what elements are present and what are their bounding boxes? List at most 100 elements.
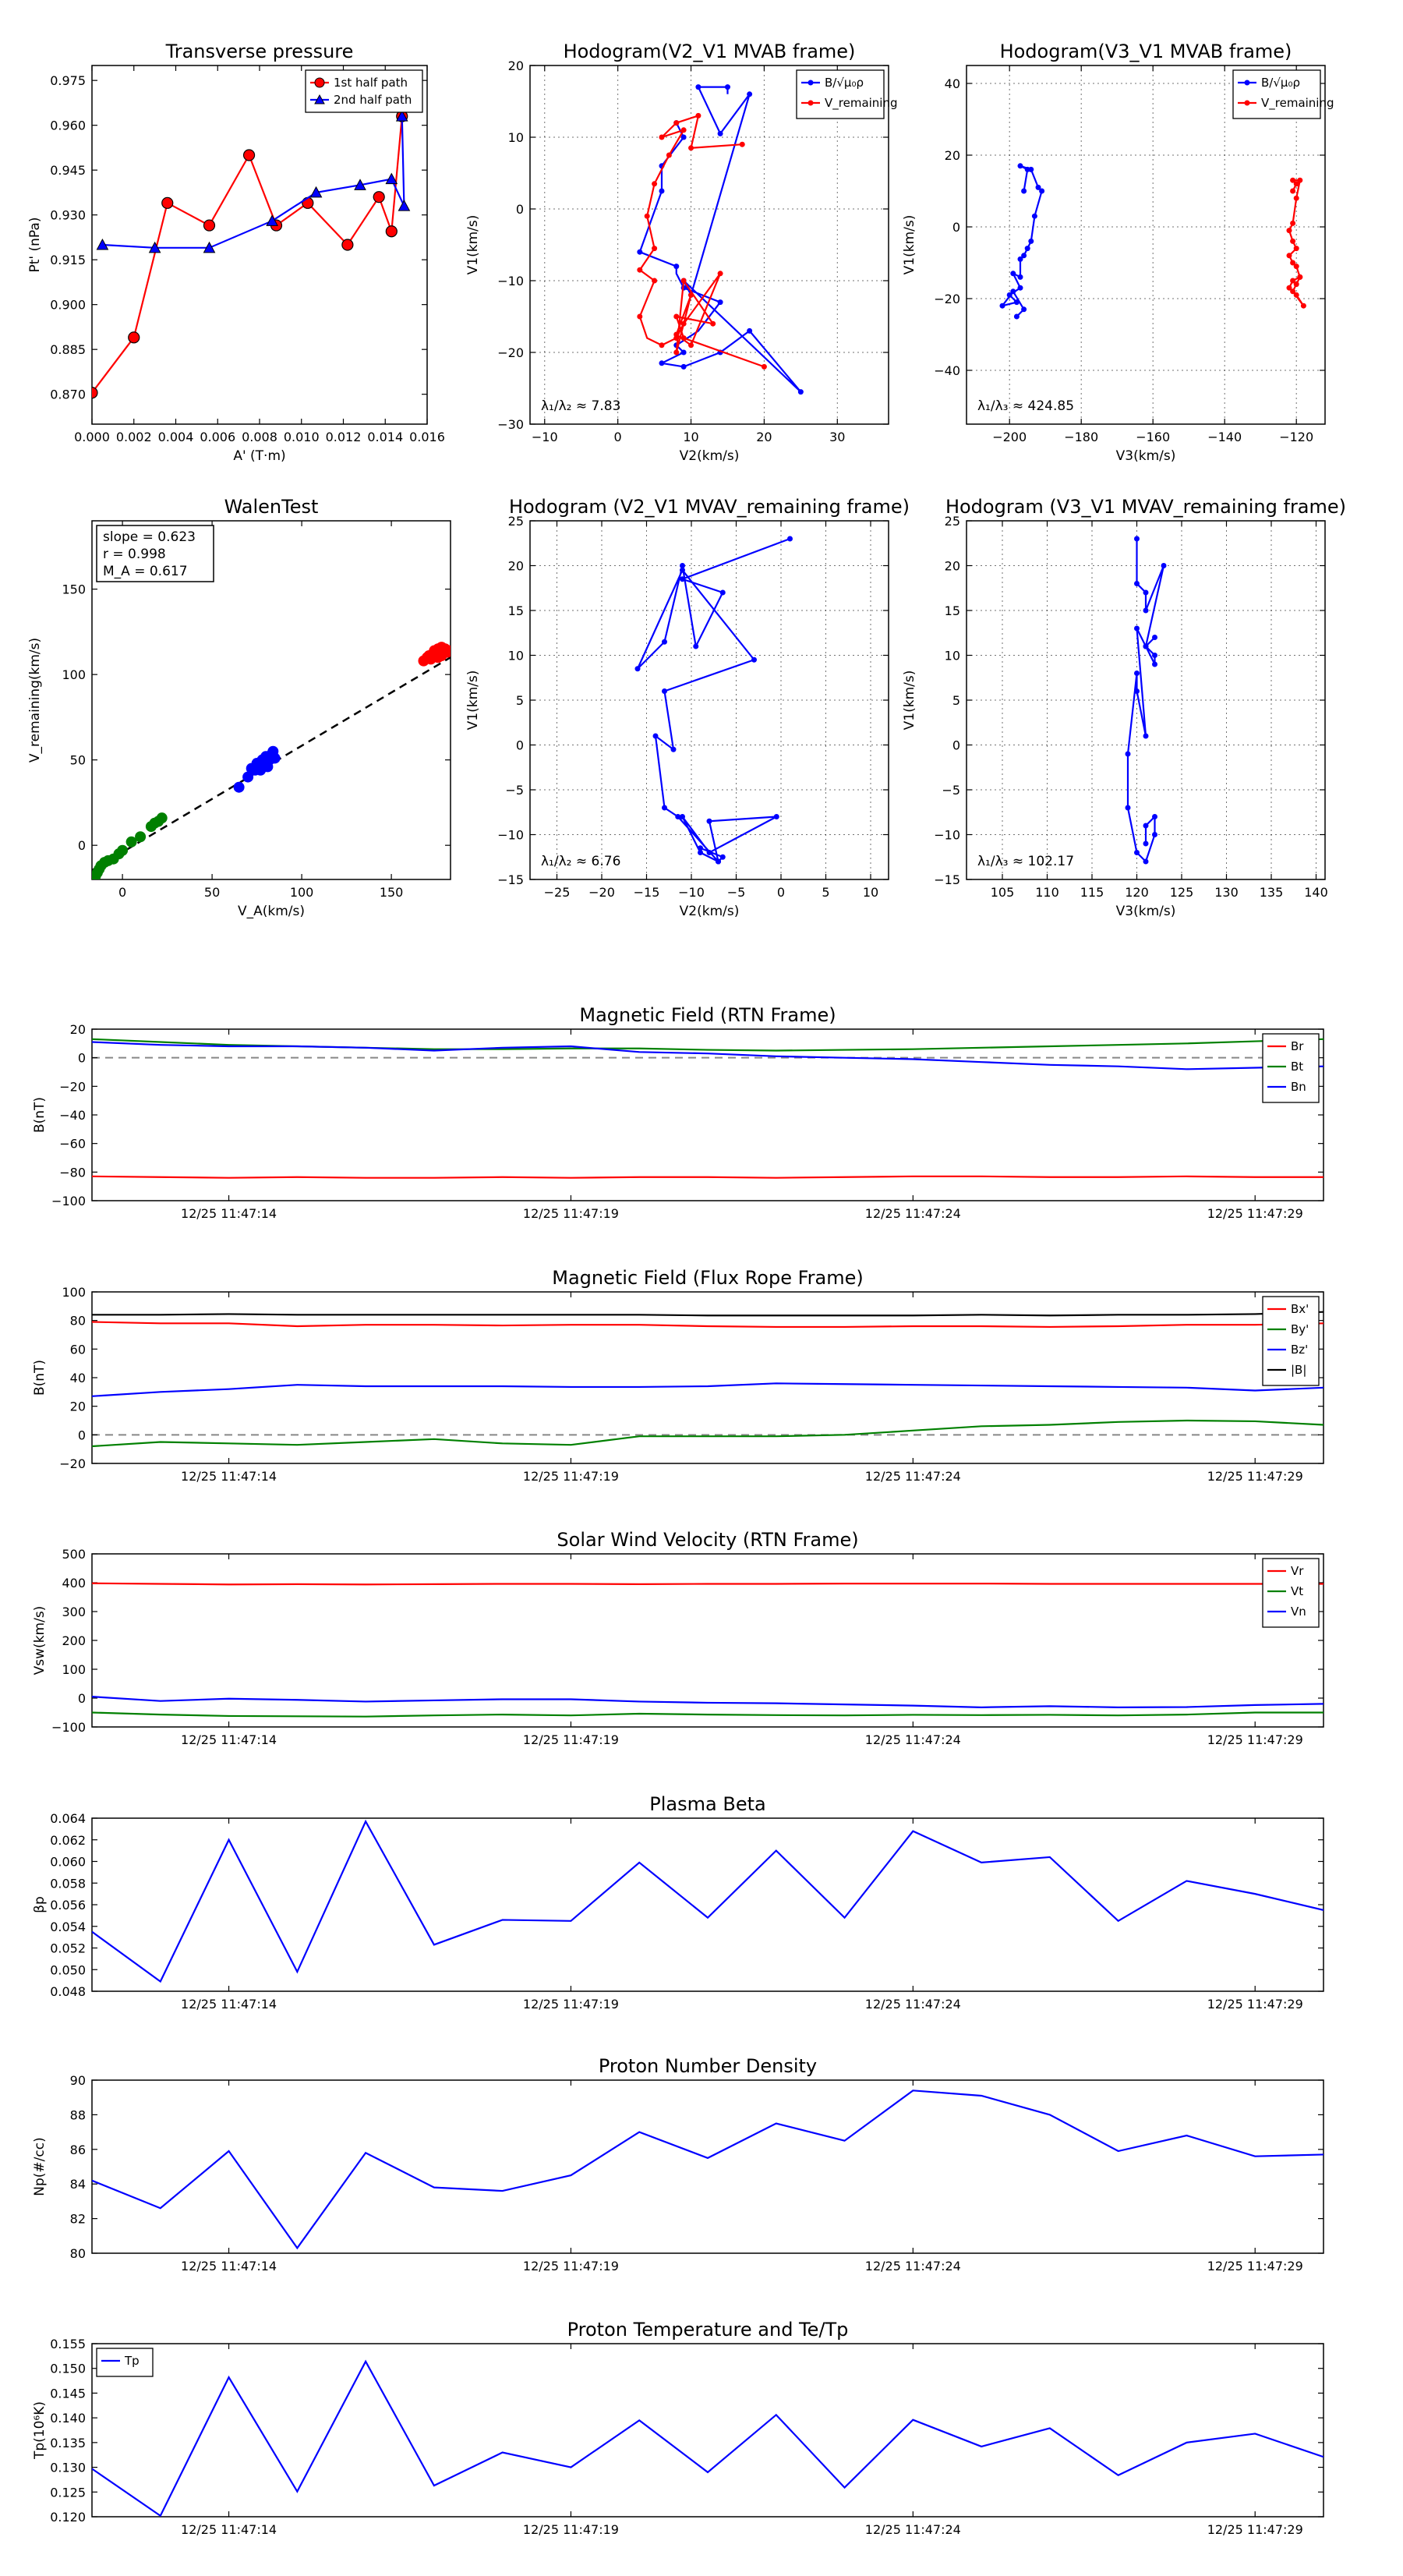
- x-tick-label: 12/25 11:47:29: [1207, 1997, 1303, 2012]
- x-tick-label: 12/25 11:47:14: [181, 1732, 277, 1747]
- y-tick-label: 15: [508, 603, 524, 618]
- x-tick-label: 5: [822, 885, 829, 900]
- x-tick-label: 0: [777, 885, 785, 900]
- data-point: [125, 836, 137, 847]
- data-point: [1134, 688, 1140, 694]
- y-tick-label: 20: [70, 1399, 86, 1414]
- y-tick-label: 80: [70, 1314, 86, 1329]
- x-tick-label: 12/25 11:47:29: [1207, 1469, 1303, 1484]
- y-tick-label: 20: [70, 1022, 86, 1037]
- stats-line: M_A = 0.617: [103, 564, 188, 579]
- legend-label: Bz': [1291, 1343, 1308, 1357]
- data-point: [1021, 188, 1027, 194]
- y-tick-label: −20: [59, 1079, 86, 1094]
- x-tick-label: −120: [1279, 430, 1313, 444]
- y-axis-label: V1(km/s): [902, 671, 917, 731]
- x-tick-label: 50: [204, 885, 220, 900]
- legend-box: [1232, 69, 1321, 119]
- data-point: [117, 844, 129, 856]
- chart-beta: 12/25 11:47:14 12/25 11:47:19 12/25 11:47:…: [32, 1793, 1324, 2012]
- data-point: [266, 214, 278, 226]
- data-point: [135, 831, 147, 843]
- legend-marker: [314, 77, 325, 88]
- data-point: [1290, 278, 1296, 284]
- data-point: [751, 656, 757, 663]
- data-point: [1021, 306, 1027, 313]
- y-tick-label: −30: [497, 417, 524, 432]
- x-tick-label: −160: [1136, 430, 1170, 444]
- chart-title: Proton Number Density: [599, 2055, 817, 2077]
- x-tick-label: −140: [1207, 430, 1242, 444]
- data-point: [680, 127, 687, 133]
- chart-title: Hodogram(V2_V1 MVAB frame): [564, 41, 856, 62]
- data-point: [662, 688, 667, 694]
- x-tick-label: 12/25 11:47:24: [865, 1732, 961, 1747]
- data-layer: [92, 1038, 1323, 1179]
- legend-label: B/√μ₀ρ: [1261, 76, 1300, 90]
- y-tick-label: 0: [78, 1428, 86, 1442]
- y-tick-label: 0.945: [50, 163, 86, 178]
- data-point: [309, 186, 323, 198]
- legend-label: Bn: [1291, 1080, 1306, 1094]
- y-tick-label: 0.050: [50, 1962, 86, 1977]
- data-point: [706, 850, 712, 855]
- data-point: [680, 814, 685, 819]
- data-point: [1293, 281, 1299, 288]
- data-point: [706, 818, 712, 824]
- data-layer: [92, 1311, 1323, 1448]
- y-tick-label: −20: [934, 292, 960, 306]
- data-point: [773, 814, 779, 819]
- series-bz--line: [92, 1382, 1323, 1397]
- data-point: [1152, 661, 1157, 667]
- data-point: [634, 666, 641, 672]
- y-tick-label: −100: [51, 1194, 86, 1208]
- y-tick-label: 40: [945, 76, 960, 91]
- y-tick-label: 60: [70, 1342, 86, 1357]
- y-tick-label: 10: [945, 649, 960, 663]
- y-tick-label: 100: [62, 667, 86, 682]
- data-point: [680, 567, 685, 573]
- legend-marker: [808, 100, 814, 106]
- x-tick-label: 125: [1170, 885, 1194, 900]
- x-tick-label: 100: [290, 885, 314, 900]
- x-tick-label: 12/25 11:47:19: [523, 2522, 619, 2537]
- legend: B/√μ₀ρ V_remaining: [1232, 69, 1334, 119]
- data-point: [719, 589, 726, 596]
- data-point: [1125, 805, 1131, 811]
- y-tick-label: 0: [952, 220, 960, 235]
- series-bn-line: [92, 1041, 1323, 1070]
- data-point: [652, 246, 658, 252]
- y-tick-label: 0: [78, 1691, 86, 1706]
- data-point: [203, 219, 216, 232]
- data-point: [1010, 288, 1016, 295]
- data-point: [385, 172, 398, 185]
- data-point: [1143, 858, 1149, 865]
- data-point: [688, 145, 694, 151]
- data-layer: [92, 642, 451, 879]
- data-layer: [637, 84, 804, 395]
- legend-label: 2nd half path: [334, 93, 412, 107]
- y-tick-label: 0.960: [50, 119, 86, 133]
- y-tick-label: 10: [508, 649, 524, 663]
- data-point: [716, 858, 721, 865]
- y-axis-label: Pt' (nPa): [27, 218, 43, 273]
- x-tick-label: −10: [532, 430, 558, 444]
- y-axis-label: Tp(10⁶K): [32, 2401, 48, 2460]
- y-tick-label: 0.052: [50, 1941, 86, 1956]
- data-point: [1028, 166, 1034, 172]
- data-point: [341, 239, 354, 251]
- data-point: [695, 112, 702, 119]
- data-point: [662, 805, 667, 811]
- legend-label: Vr: [1291, 1564, 1304, 1578]
- data-point: [203, 241, 216, 253]
- data-point: [96, 238, 109, 250]
- y-tick-label: 20: [945, 148, 960, 163]
- data-point: [717, 130, 723, 136]
- legend-label: 1st half path: [334, 76, 408, 90]
- data-point: [156, 812, 168, 824]
- data-point: [999, 303, 1005, 309]
- y-tick-label: 200: [62, 1633, 86, 1648]
- x-tick-label: −20: [588, 885, 615, 900]
- data-point: [1134, 671, 1140, 676]
- data-point: [1152, 832, 1157, 837]
